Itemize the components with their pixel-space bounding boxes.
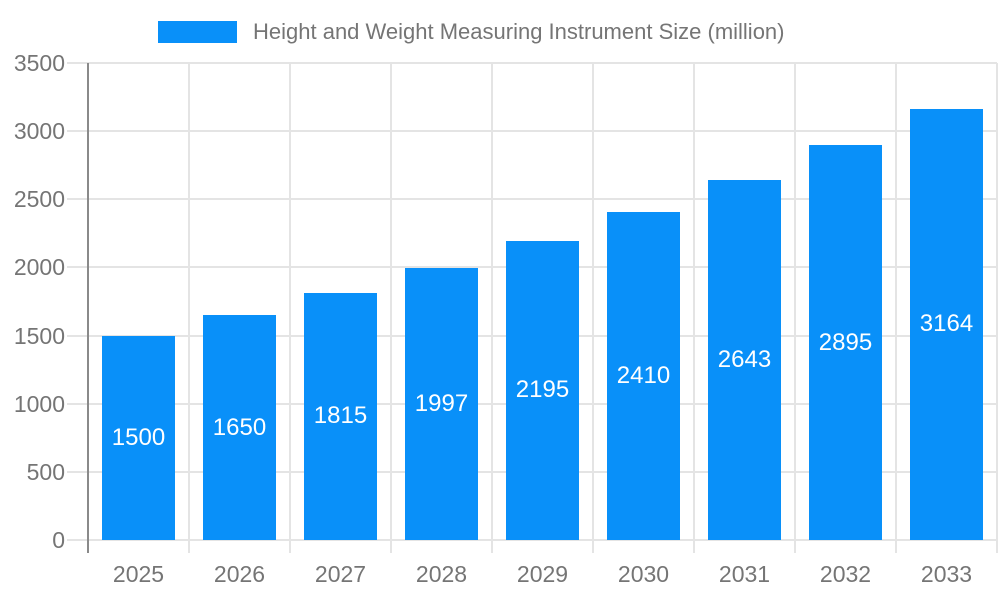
x-axis-tick xyxy=(390,540,392,553)
gridline-horizontal xyxy=(88,130,997,133)
gridline-vertical xyxy=(390,63,392,540)
bar-2027: 1815 xyxy=(304,292,377,540)
x-axis-label: 2026 xyxy=(213,561,266,587)
y-axis-label: 0 xyxy=(52,527,65,553)
bar-value-label: 2895 xyxy=(818,328,873,356)
gridline-vertical xyxy=(592,63,594,540)
bar-2026: 1650 xyxy=(203,315,276,540)
x-axis-tick xyxy=(693,540,695,553)
bar-2028: 1997 xyxy=(405,267,478,540)
bar-value-label: 3164 xyxy=(919,310,974,338)
gridline-vertical xyxy=(693,63,695,540)
legend-swatch[interactable] xyxy=(158,21,237,43)
y-axis-label: 1000 xyxy=(13,390,65,417)
gridline-vertical xyxy=(188,63,190,540)
y-axis-tick xyxy=(67,266,88,269)
x-axis-tick xyxy=(491,540,493,553)
bar-2025: 1500 xyxy=(102,335,175,540)
y-axis-label: 2000 xyxy=(13,254,65,281)
legend-series-label: Height and Weight Measuring Instrument S… xyxy=(253,19,785,44)
x-axis-tick xyxy=(996,540,998,553)
bar-value-label: 2410 xyxy=(616,361,671,389)
bar-value-label: 1500 xyxy=(111,423,166,451)
gridline-vertical xyxy=(895,63,897,540)
bar-2030: 2410 xyxy=(607,211,680,540)
bar-2033: 3164 xyxy=(910,108,983,540)
x-axis-label: 2033 xyxy=(920,561,973,587)
bar-value-label: 1650 xyxy=(212,413,267,441)
x-axis-tick xyxy=(794,540,796,553)
y-axis-tick xyxy=(67,198,88,201)
y-axis-tick xyxy=(67,62,88,64)
y-axis-tick xyxy=(67,130,88,133)
x-axis-label: 2029 xyxy=(516,561,569,587)
y-axis-label: 3000 xyxy=(13,118,65,145)
gridline-horizontal xyxy=(88,198,997,201)
bar-value-label: 1815 xyxy=(313,402,368,430)
x-axis-tick xyxy=(289,540,291,553)
gridline-vertical xyxy=(491,63,493,540)
x-axis-tick xyxy=(188,540,190,553)
bar-value-label: 2195 xyxy=(515,376,570,404)
x-axis-label: 2032 xyxy=(819,561,872,587)
gridline-horizontal xyxy=(88,62,997,64)
y-axis-label: 1500 xyxy=(13,322,65,349)
y-axis-tick xyxy=(67,539,88,541)
y-axis-label: 3500 xyxy=(13,50,65,76)
x-axis-label: 2027 xyxy=(314,561,367,587)
gridline-vertical xyxy=(794,63,796,540)
bar-value-label: 2643 xyxy=(717,345,772,373)
bar-2031: 2643 xyxy=(708,179,781,540)
x-axis-label: 2028 xyxy=(415,561,468,587)
x-axis-tick xyxy=(592,540,594,553)
legend[interactable]: Height and Weight Measuring Instrument S… xyxy=(158,18,785,46)
bar-2029: 2195 xyxy=(506,240,579,540)
x-axis-tick xyxy=(895,540,897,553)
x-axis-label: 2025 xyxy=(112,561,165,587)
y-axis-tick xyxy=(67,402,88,405)
x-axis-label: 2030 xyxy=(617,561,670,587)
y-axis-tick xyxy=(67,334,88,337)
bar-value-label: 1997 xyxy=(414,389,469,417)
gridline-vertical xyxy=(996,63,998,540)
y-axis-label: 500 xyxy=(26,458,65,485)
gridline-horizontal xyxy=(88,539,997,541)
y-axis-label: 2500 xyxy=(13,186,65,213)
bar-2032: 2895 xyxy=(809,145,882,540)
x-axis-label: 2031 xyxy=(718,561,771,587)
y-axis-line xyxy=(87,63,89,553)
y-axis-tick xyxy=(67,470,88,473)
gridline-vertical xyxy=(289,63,291,540)
